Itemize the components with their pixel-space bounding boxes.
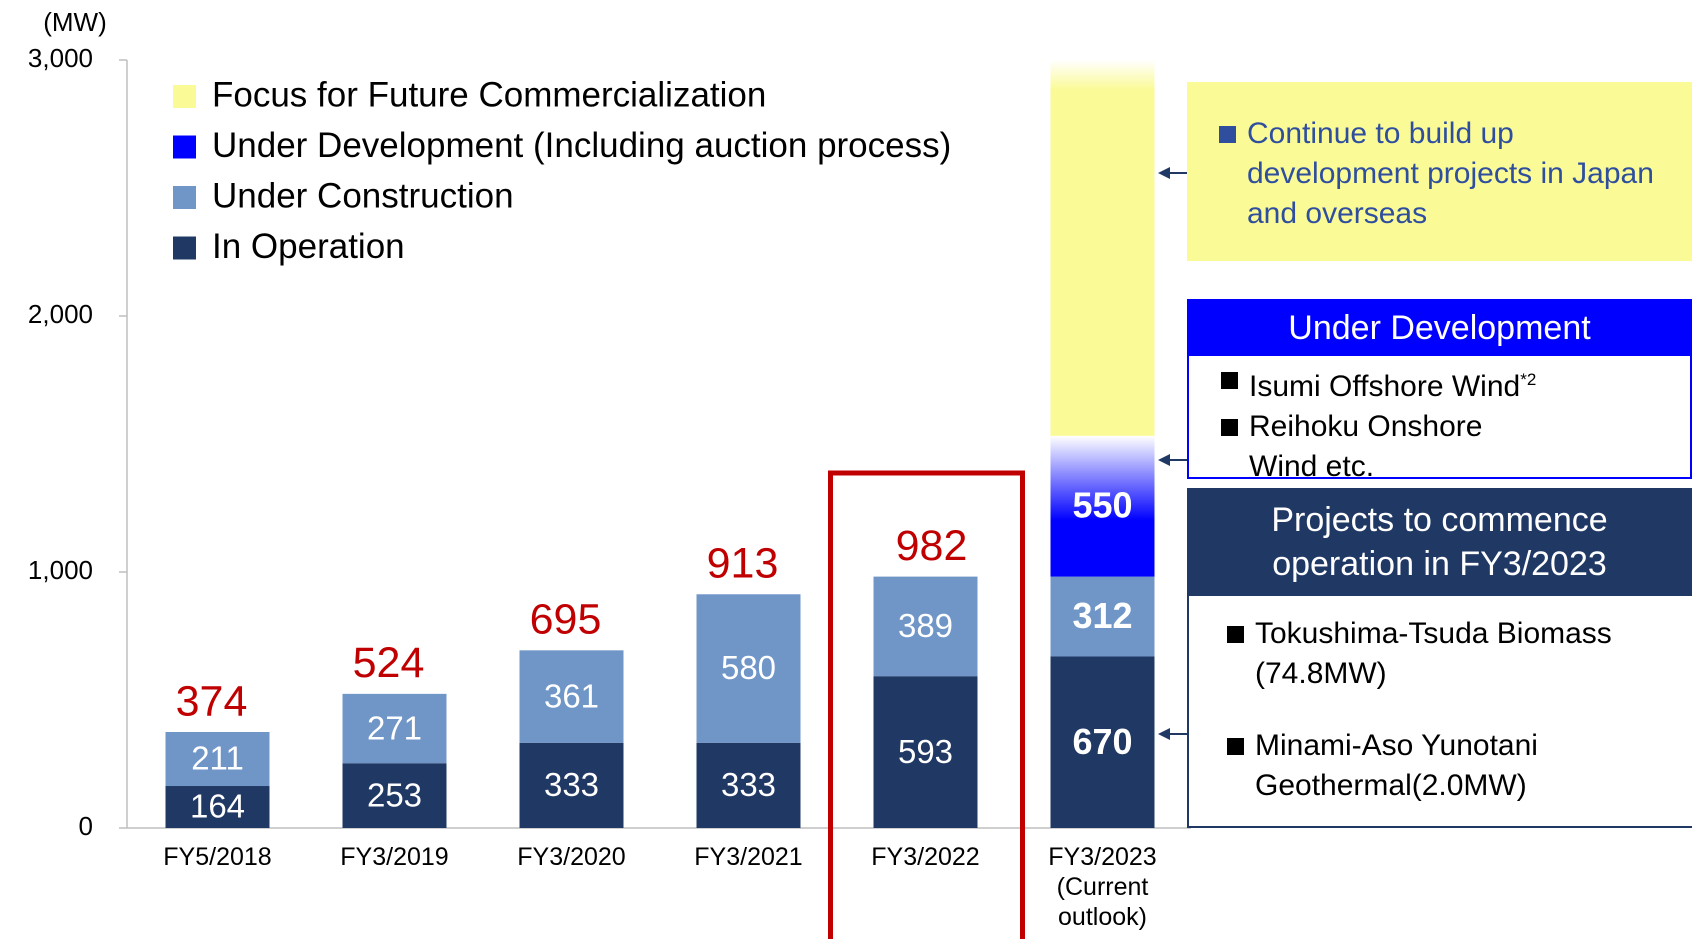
bullet: Minami-Aso Yunotani Geothermal(2.0MW)	[1213, 726, 1682, 806]
data-label: 164	[190, 788, 245, 825]
bar-segment	[165, 786, 270, 828]
legend-swatch	[173, 135, 196, 159]
data-label: 211	[191, 740, 244, 777]
total-label: 524	[353, 639, 425, 687]
total-label: 913	[707, 540, 779, 588]
y-tick-label: 0	[79, 811, 93, 841]
bar-segment	[696, 594, 801, 743]
x-tick-label: FY5/2018	[163, 843, 272, 871]
bar-segment	[696, 742, 801, 828]
legend-swatch	[173, 186, 196, 209]
bar-segment	[342, 763, 447, 828]
bar-segment	[519, 650, 624, 743]
bar-segment	[1050, 656, 1155, 828]
data-label: 271	[367, 709, 422, 746]
bullet: Isumi Offshore Wind*2	[1207, 360, 1540, 407]
data-label: 333	[544, 766, 599, 803]
bullet-text: Minami-Aso Yunotani Geothermal(2.0MW)	[1255, 729, 1538, 802]
legend-label: Focus for Future Commercialization	[212, 75, 766, 114]
bar-segment	[873, 676, 978, 828]
bar-segment	[519, 742, 624, 828]
header-text: Under Development	[1288, 308, 1591, 347]
arrow-head	[1158, 167, 1170, 179]
data-label: 550	[1072, 485, 1132, 526]
data-label: 333	[721, 766, 776, 803]
bar-segment	[342, 693, 447, 764]
y-unit: (MW)	[43, 7, 107, 37]
arrow-head	[1158, 728, 1170, 740]
development-header: Under Development	[1187, 299, 1692, 356]
legend-label: Under Development (Including auction pro…	[212, 126, 951, 165]
total-label: 695	[530, 596, 602, 644]
bar-segment	[165, 732, 270, 787]
x-tick-label: FY3/2021	[694, 843, 803, 871]
total-label: 982	[896, 522, 968, 570]
data-label: 593	[898, 733, 953, 770]
bar-segment	[873, 576, 978, 677]
bar-segment	[1050, 435, 1155, 577]
bullet-text: Tokushima-Tsuda Biomass (74.8MW)	[1255, 617, 1612, 690]
x-tick-label: FY3/2019	[340, 843, 449, 871]
total-label: 374	[176, 677, 248, 725]
bullet: Continue to build up development project…	[1205, 114, 1672, 234]
data-label: 253	[367, 776, 422, 813]
development-box: Isumi Offshore Wind*2 Reihoku Onshore Wi…	[1187, 356, 1692, 483]
data-label: 580	[721, 649, 776, 686]
y-tick-label: 1,000	[28, 555, 93, 585]
bullet-text: Isumi Offshore Wind	[1249, 370, 1521, 403]
x-tick-label: FY3/2023 (Current outlook)	[1048, 843, 1157, 931]
legend-label: Under Construction	[212, 176, 514, 215]
bullet: Tokushima-Tsuda Biomass (74.8MW)	[1213, 614, 1682, 694]
data-label: 389	[898, 607, 953, 644]
bullet-text: Continue to build up development project…	[1247, 117, 1654, 230]
data-label: 361	[544, 677, 599, 714]
legend-swatch	[173, 85, 196, 108]
x-tick-label: FY3/2022	[871, 843, 980, 871]
bar-segment	[1050, 576, 1155, 657]
y-tick-label: 2,000	[28, 299, 93, 329]
header-text: Projects to commence operation in FY3/20…	[1271, 501, 1608, 583]
future-box: Continue to build up development project…	[1187, 82, 1692, 261]
bullet-text: Reihoku Onshore Wind etc.	[1249, 410, 1483, 483]
highlight-frame	[828, 470, 1025, 939]
legend-swatch	[173, 236, 196, 260]
y-tick-label: 3,000	[28, 43, 93, 73]
bullet: Reihoku Onshore Wind etc.	[1207, 407, 1540, 487]
data-label: 312	[1072, 595, 1132, 636]
projects-header: Projects to commence operation in FY3/20…	[1187, 488, 1692, 596]
data-label: 670	[1072, 721, 1132, 762]
arrow-head	[1158, 454, 1170, 466]
bar-segment	[1050, 60, 1155, 436]
projects-box: Tokushima-Tsuda Biomass (74.8MW) Minami-…	[1187, 596, 1692, 828]
x-tick-label: FY3/2020	[517, 843, 626, 871]
footnote-mark: *2	[1520, 370, 1537, 389]
legend-label: In Operation	[212, 227, 405, 266]
